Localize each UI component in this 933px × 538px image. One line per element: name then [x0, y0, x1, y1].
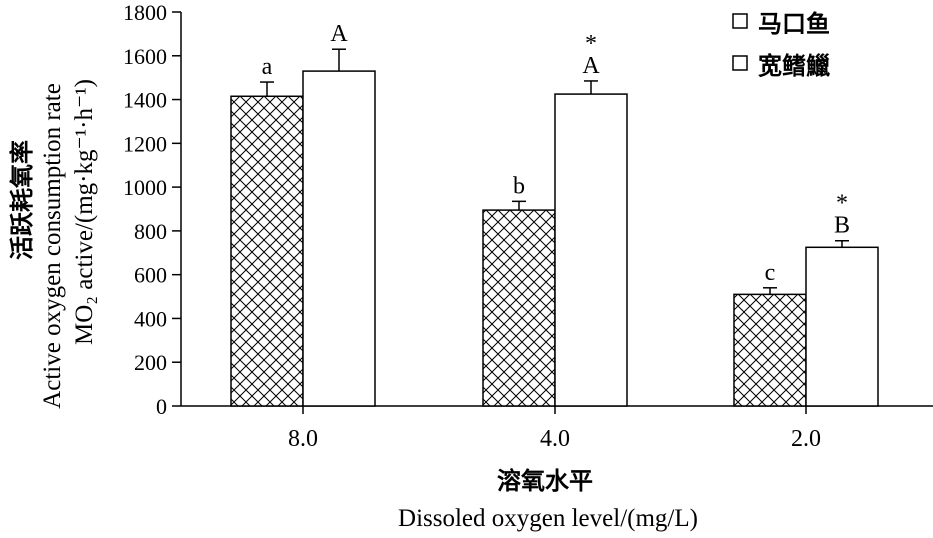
legend-swatch-series-2 [732, 55, 748, 71]
significance-letter: c [765, 260, 776, 286]
bar-series-2-8-0 [302, 70, 376, 407]
x-tick-label: 8.0 [288, 426, 318, 452]
significance-letter: B [834, 213, 850, 239]
significance-letter: A [582, 53, 600, 79]
x-ticks: 8.0 4.0 2.0 [288, 406, 821, 452]
y-tick-label: 1800 [123, 0, 167, 25]
y-tick-label: 200 [134, 350, 167, 375]
significance-asterisk: * [585, 31, 597, 57]
y-axis-unit: MO₂ active/(mg·kg⁻¹·h⁻¹) [71, 79, 98, 345]
significance-letter: b [513, 173, 525, 199]
x-tick-label: 2.0 [791, 426, 821, 452]
y-ticks: 0 200 400 600 800 1000 1200 1400 1600 1800 [123, 0, 181, 419]
x-axis-title-en: Dissoled oxygen level/(mg/L) [398, 505, 698, 532]
y-tick-label: 1400 [123, 88, 167, 113]
y-tick-label: 0 [156, 394, 167, 419]
legend-label-series-1: 马口鱼 [758, 10, 830, 38]
bar-series-1-2-0 [733, 293, 807, 407]
x-axis-title-cn: 溶氧水平 [497, 467, 593, 495]
y-tick-label: 800 [134, 219, 167, 244]
significance-letter: A [330, 21, 348, 47]
y-tick-label: 1000 [123, 175, 167, 200]
y-axis-title-en: Active oxygen consumption rate [39, 83, 66, 409]
bar-series-2-4-0 [554, 93, 628, 407]
x-tick-label: 4.0 [540, 426, 570, 452]
bar-series-1-4-0 [482, 209, 556, 407]
y-tick-label: 600 [134, 263, 167, 288]
legend: 马口鱼 宽鳍鱲 [732, 10, 830, 80]
bar-series-2-2-0 [805, 246, 879, 407]
bar-series-1-8-0 [230, 95, 304, 407]
y-tick-label: 1200 [123, 131, 167, 156]
legend-swatch-series-1 [732, 13, 748, 29]
y-axis-title-cn: 活跃耗氧率 [8, 140, 36, 260]
y-tick-label: 400 [134, 306, 167, 331]
significance-letter: a [262, 54, 273, 80]
y-tick-label: 1600 [123, 44, 167, 69]
legend-label-series-2: 宽鳍鱲 [758, 52, 830, 80]
significance-asterisk: * [836, 191, 848, 217]
